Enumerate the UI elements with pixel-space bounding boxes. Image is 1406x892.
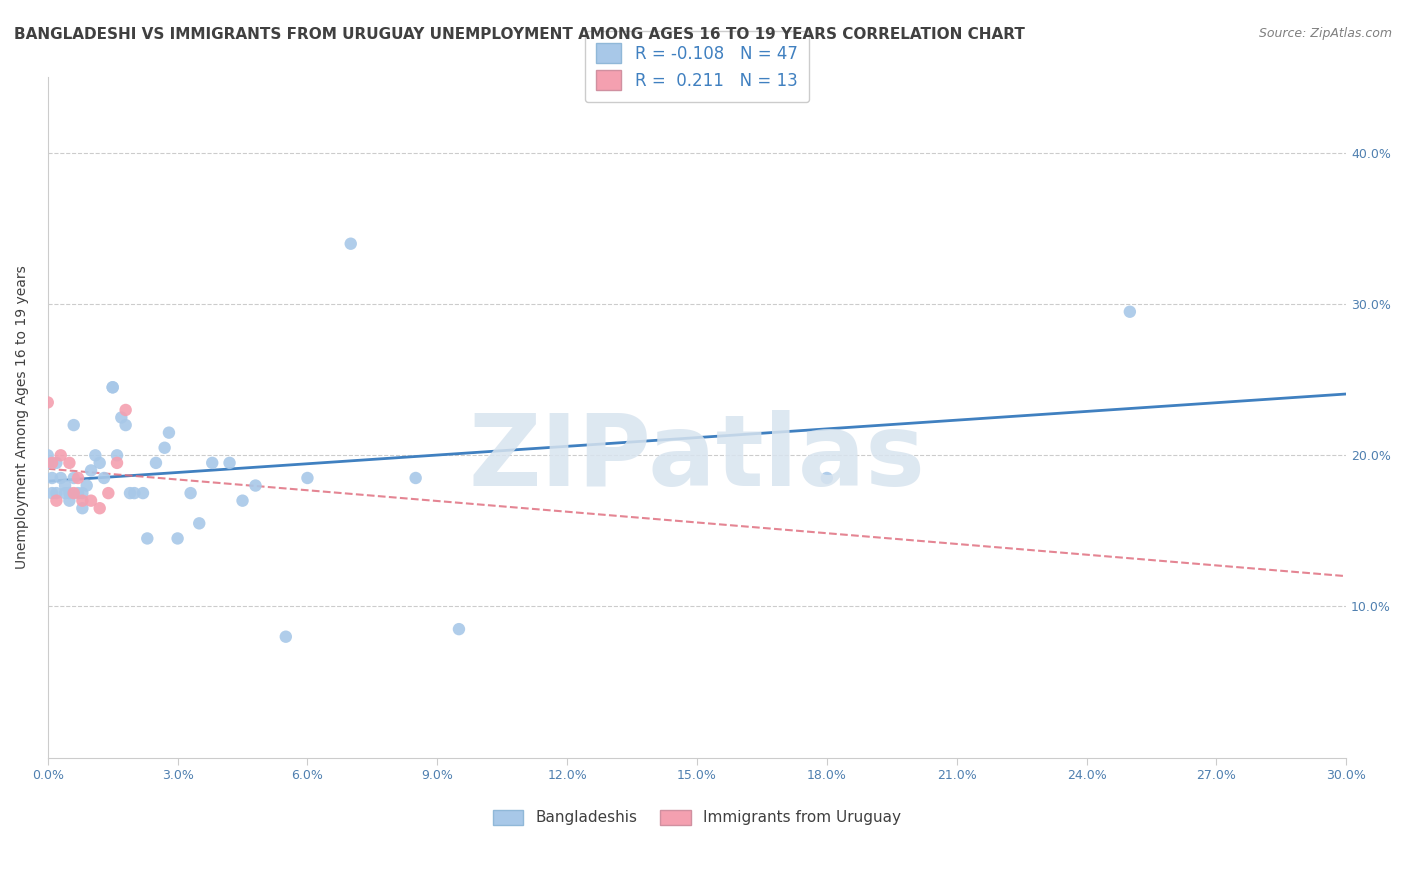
Point bbox=[297, 471, 319, 485]
Point bbox=[53, 486, 76, 500]
Point bbox=[72, 493, 94, 508]
Point bbox=[245, 478, 267, 492]
Point bbox=[447, 622, 470, 636]
Point bbox=[76, 478, 98, 492]
Point bbox=[145, 456, 167, 470]
Point bbox=[339, 236, 361, 251]
Point bbox=[67, 471, 90, 485]
Point bbox=[72, 501, 94, 516]
Y-axis label: Unemployment Among Ages 16 to 19 years: Unemployment Among Ages 16 to 19 years bbox=[15, 266, 30, 569]
Point bbox=[136, 532, 159, 546]
Point bbox=[45, 456, 67, 470]
Text: BANGLADESHI VS IMMIGRANTS FROM URUGUAY UNEMPLOYMENT AMONG AGES 16 TO 19 YEARS CO: BANGLADESHI VS IMMIGRANTS FROM URUGUAY U… bbox=[14, 27, 1025, 42]
Point bbox=[101, 380, 124, 394]
Point bbox=[405, 471, 427, 485]
Point bbox=[89, 501, 111, 516]
Point bbox=[72, 486, 94, 500]
Point bbox=[218, 456, 240, 470]
Point bbox=[84, 448, 107, 462]
Point bbox=[41, 486, 63, 500]
Point bbox=[166, 532, 188, 546]
Point bbox=[58, 456, 80, 470]
Point bbox=[124, 486, 146, 500]
Point bbox=[180, 486, 202, 500]
Point bbox=[114, 403, 136, 417]
Point bbox=[62, 418, 84, 433]
Point bbox=[80, 493, 103, 508]
Point bbox=[37, 456, 59, 470]
Point bbox=[53, 478, 76, 492]
Point bbox=[815, 471, 838, 485]
Text: ZIPatlas: ZIPatlas bbox=[468, 409, 925, 507]
Point bbox=[62, 471, 84, 485]
Point bbox=[231, 493, 253, 508]
Point bbox=[49, 471, 72, 485]
Point bbox=[93, 471, 115, 485]
Point bbox=[37, 395, 59, 409]
Point bbox=[67, 486, 90, 500]
Point bbox=[97, 486, 120, 500]
Point bbox=[58, 486, 80, 500]
Point bbox=[58, 493, 80, 508]
Point bbox=[80, 463, 103, 477]
Legend: Bangladeshis, Immigrants from Uruguay: Bangladeshis, Immigrants from Uruguay bbox=[486, 804, 907, 831]
Point bbox=[45, 486, 67, 500]
Point bbox=[105, 448, 128, 462]
Point bbox=[41, 456, 63, 470]
Point bbox=[101, 380, 124, 394]
Point bbox=[1119, 304, 1142, 318]
Point bbox=[132, 486, 155, 500]
Point bbox=[157, 425, 180, 440]
Point bbox=[62, 486, 84, 500]
Point bbox=[274, 630, 297, 644]
Point bbox=[114, 418, 136, 433]
Text: Source: ZipAtlas.com: Source: ZipAtlas.com bbox=[1258, 27, 1392, 40]
Point bbox=[89, 456, 111, 470]
Point bbox=[49, 448, 72, 462]
Point bbox=[188, 516, 211, 531]
Point bbox=[41, 471, 63, 485]
Point bbox=[37, 448, 59, 462]
Point bbox=[45, 493, 67, 508]
Point bbox=[201, 456, 224, 470]
Point bbox=[153, 441, 176, 455]
Point bbox=[110, 410, 132, 425]
Point bbox=[118, 486, 141, 500]
Point bbox=[105, 456, 128, 470]
